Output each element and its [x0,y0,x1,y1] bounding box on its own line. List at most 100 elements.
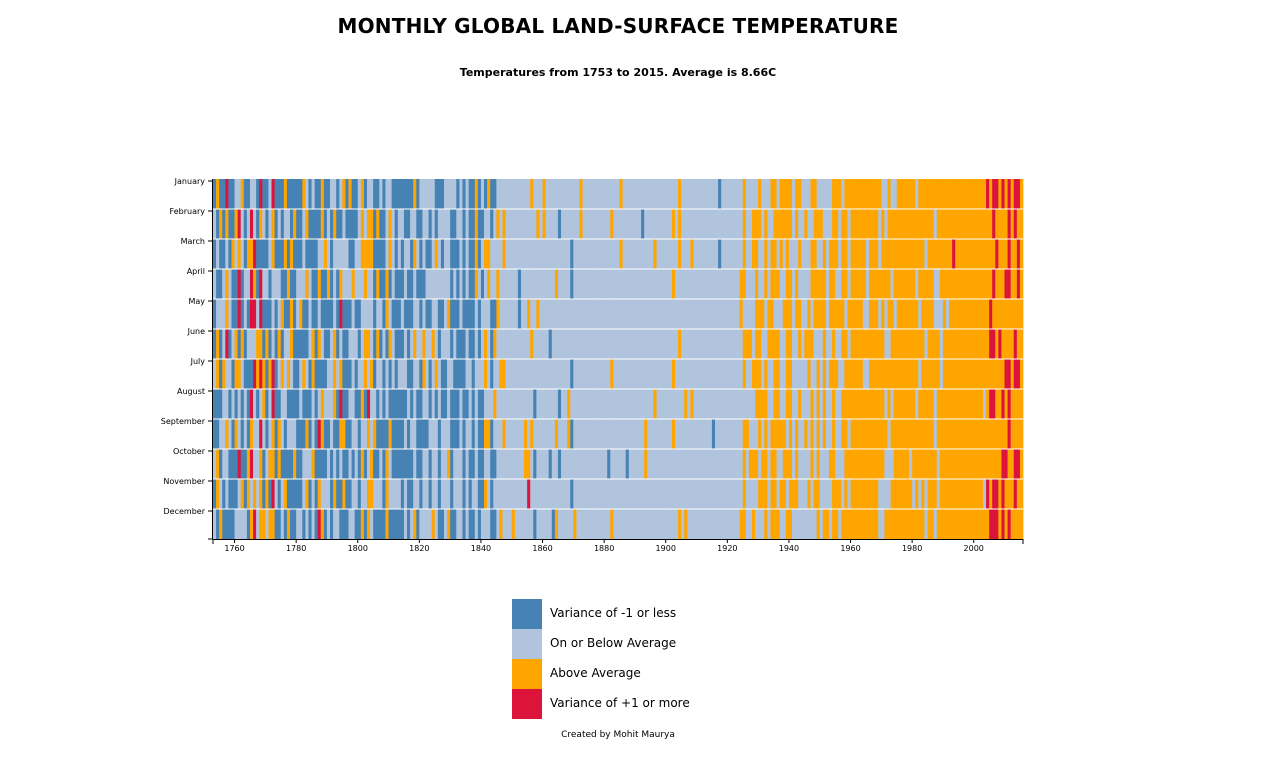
heatmap-cell [785,209,790,239]
heatmap-cell [366,389,371,419]
heatmap-cell [474,329,479,359]
heatmap-cell [505,389,510,419]
heatmap-cell [219,509,223,539]
heatmap-cell [594,299,599,329]
heatmap-cell [838,449,842,479]
heatmap-cell [684,239,688,269]
heatmap-cell [561,509,565,539]
heatmap-cell [859,179,864,209]
heatmap-cell [554,329,559,359]
heatmap-cell [696,209,700,239]
heatmap-cell [822,329,827,359]
heatmap-cell [299,419,303,449]
heatmap-cell [360,209,365,239]
heatmap-cell [896,269,901,299]
heatmap-cell [819,419,824,449]
heatmap-cell [773,389,777,419]
heatmap-cell [557,239,562,269]
heatmap-cell [527,389,531,419]
heatmap-cell [262,239,266,269]
heatmap-cell [225,299,229,329]
heatmap-cell [588,389,593,419]
heatmap-cell [314,389,319,419]
heatmap-cell [456,239,460,269]
heatmap-cell [394,209,399,239]
heatmap-cell [890,329,894,359]
heatmap-cell [788,389,793,419]
heatmap-cell [447,209,451,239]
heatmap-cell [998,209,1002,239]
heatmap-cell [942,509,947,539]
heatmap-cell [841,269,845,299]
heatmap-cell [936,269,941,299]
heatmap-cell [942,209,947,239]
heatmap-cell [976,509,981,539]
heatmap-cell [511,389,516,419]
heatmap-cell [308,269,312,299]
heatmap-cell [884,209,888,239]
heatmap-cell [733,209,737,239]
heatmap-cell [354,299,359,329]
heatmap-cell [351,299,356,329]
heatmap-cell [795,239,799,269]
heatmap-cell [213,509,217,539]
heatmap-cell [918,449,922,479]
heatmap-cell [859,419,864,449]
heatmap-cell [844,449,848,479]
heatmap-cell [286,179,291,209]
heatmap-cell [280,419,285,449]
heatmap-cell [982,359,987,389]
heatmap-cell [607,239,611,269]
heatmap-cell [502,179,506,209]
heatmap-cell [893,329,898,359]
heatmap-cell [582,389,587,419]
heatmap-cell [1013,269,1018,299]
heatmap-cell [715,419,719,449]
heatmap-cell [828,509,833,539]
heatmap-cell [838,389,842,419]
heatmap-cell [893,299,898,329]
heatmap-cell [813,239,817,269]
heatmap-cell [979,329,984,359]
heatmap-cell [912,179,916,209]
heatmap-cell [992,479,996,509]
heatmap-cell [770,179,774,209]
heatmap-cell [958,209,962,239]
heatmap-cell [862,179,867,209]
heatmap-cell [970,419,975,449]
heatmap-cell [810,389,814,419]
heatmap-cell [684,299,688,329]
heatmap-cell [290,209,294,239]
heatmap-cell [755,239,759,269]
heatmap-cell [234,419,238,449]
heatmap-cell [330,239,334,269]
heatmap-cell [622,239,627,269]
heatmap-cell [407,509,411,539]
heatmap-cell [838,299,842,329]
heatmap-cell [693,329,697,359]
heatmap-cell [788,209,793,239]
heatmap-cell [816,179,821,209]
heatmap-cell [520,269,525,299]
heatmap-cell [213,239,217,269]
heatmap-cell [542,449,546,479]
heatmap-cell [302,509,306,539]
heatmap-cell [545,269,550,299]
heatmap-cell [634,179,639,209]
heatmap-cell [249,269,254,299]
heatmap-cell [613,329,617,359]
heatmap-cell [905,179,910,209]
heatmap-cell [533,239,537,269]
heatmap-cell [982,179,987,209]
heatmap-cell [773,419,777,449]
heatmap-cell [376,239,380,269]
heatmap-cell [219,449,223,479]
heatmap-cell [296,509,300,539]
heatmap-cell [946,509,950,539]
heatmap-cell [357,179,362,209]
heatmap-cell [952,269,956,299]
heatmap-cell [496,239,500,269]
heatmap-cell [847,329,851,359]
heatmap-cell [705,419,710,449]
heatmap-cell [459,419,463,449]
